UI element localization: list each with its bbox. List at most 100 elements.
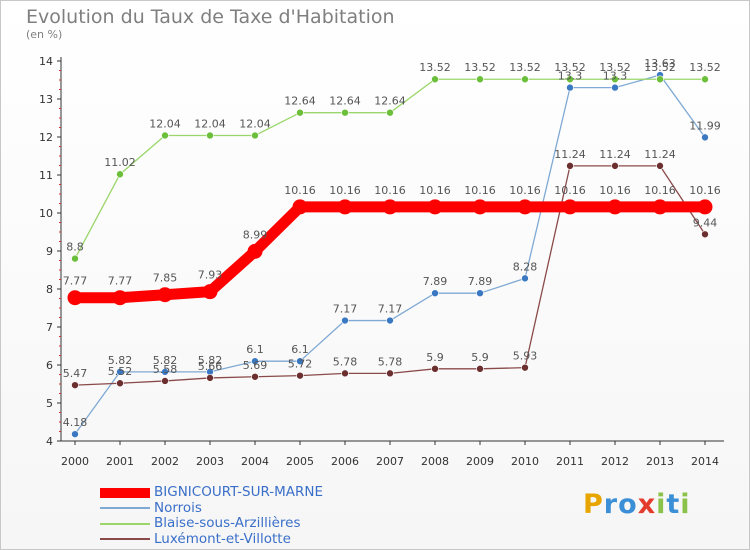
data-point-lux-mont-et-villotte xyxy=(206,374,214,382)
data-point-lux-mont-et-villotte xyxy=(566,162,574,170)
x-tick-label: 2013 xyxy=(646,455,674,468)
data-label-blaise-sous-arzilli-res: 13.52 xyxy=(689,61,721,74)
data-point-bignicourt-sur-marne xyxy=(697,199,713,215)
data-label-bignicourt-sur-marne: 7.93 xyxy=(198,269,223,282)
data-label-norrois: 5.82 xyxy=(153,354,178,367)
data-label-lux-mont-et-villotte: 5.72 xyxy=(288,358,313,371)
data-point-lux-mont-et-villotte xyxy=(656,162,664,170)
data-label-bignicourt-sur-marne: 7.77 xyxy=(63,275,88,288)
data-point-blaise-sous-arzilli-res xyxy=(566,75,574,84)
chart-title: Evolution du Taux de Taxe d'Habitation xyxy=(26,6,395,28)
data-point-bignicourt-sur-marne xyxy=(562,199,578,215)
legend-swatch xyxy=(100,538,150,541)
data-point-lux-mont-et-villotte xyxy=(431,364,439,373)
chart-subtitle: (en %) xyxy=(26,28,63,41)
data-point-lux-mont-et-villotte xyxy=(521,363,529,372)
data-point-blaise-sous-arzilli-res xyxy=(521,75,529,84)
data-point-blaise-sous-arzilli-res xyxy=(251,131,259,140)
data-point-blaise-sous-arzilli-res xyxy=(656,75,664,84)
data-label-bignicourt-sur-marne: 10.16 xyxy=(509,184,541,197)
legend-label: Blaise-sous-Arzillières xyxy=(154,515,301,531)
data-point-lux-mont-et-villotte xyxy=(71,381,79,389)
data-label-lux-mont-et-villotte: 5.9 xyxy=(426,351,444,364)
data-label-norrois: 6.1 xyxy=(291,343,309,356)
y-tick-label: 4 xyxy=(46,435,53,448)
data-label-lux-mont-et-villotte: 5.78 xyxy=(333,355,358,368)
data-label-bignicourt-sur-marne: 10.16 xyxy=(284,184,316,197)
data-point-lux-mont-et-villotte xyxy=(611,162,619,170)
x-tick-label: 2006 xyxy=(331,455,359,468)
logo-letter: r xyxy=(603,489,619,520)
legend-label: Luxémont-et-Villotte xyxy=(154,530,291,547)
data-point-lux-mont-et-villotte xyxy=(476,364,484,373)
x-tick-label: 2000 xyxy=(61,455,89,468)
data-label-lux-mont-et-villotte: 5.58 xyxy=(153,363,178,376)
data-label-blaise-sous-arzilli-res: 12.04 xyxy=(194,117,226,130)
data-label-norrois: 5.82 xyxy=(108,354,133,367)
data-label-norrois: 13.3 xyxy=(558,70,583,83)
data-point-blaise-sous-arzilli-res xyxy=(116,170,124,179)
data-label-lux-mont-et-villotte: 5.9 xyxy=(471,351,489,364)
data-label-bignicourt-sur-marne: 10.16 xyxy=(689,184,721,197)
data-label-bignicourt-sur-marne: 10.16 xyxy=(464,184,496,197)
data-label-blaise-sous-arzilli-res: 13.52 xyxy=(554,61,586,74)
x-tick-label: 2012 xyxy=(601,455,629,468)
data-point-bignicourt-sur-marne xyxy=(202,284,218,300)
data-label-bignicourt-sur-marne: 7.85 xyxy=(153,272,178,285)
data-label-lux-mont-et-villotte: 9.44 xyxy=(693,216,718,229)
data-label-norrois: 7.17 xyxy=(333,303,358,316)
data-label-norrois: 7.89 xyxy=(423,275,448,288)
data-point-bignicourt-sur-marne xyxy=(157,287,173,303)
data-label-norrois: 7.17 xyxy=(378,303,403,316)
y-tick-label: 8 xyxy=(46,283,53,296)
data-label-lux-mont-et-villotte: 5.47 xyxy=(63,367,88,380)
data-point-lux-mont-et-villotte xyxy=(701,230,709,239)
x-tick-label: 2002 xyxy=(151,455,179,468)
data-label-blaise-sous-arzilli-res: 12.64 xyxy=(284,95,316,108)
data-point-norrois xyxy=(161,368,169,376)
data-point-norrois xyxy=(431,289,439,297)
data-point-norrois xyxy=(251,357,259,366)
x-tick-label: 2005 xyxy=(286,455,314,468)
data-label-blaise-sous-arzilli-res: 12.04 xyxy=(239,117,271,130)
data-point-blaise-sous-arzilli-res xyxy=(386,108,394,117)
data-point-norrois xyxy=(476,289,484,297)
data-point-blaise-sous-arzilli-res xyxy=(161,131,169,140)
data-point-norrois xyxy=(611,83,619,92)
data-label-blaise-sous-arzilli-res: 11.02 xyxy=(104,156,136,169)
logo-letter: t xyxy=(666,489,681,520)
legend-label: Norrois xyxy=(154,499,202,516)
data-label-blaise-sous-arzilli-res: 13.52 xyxy=(419,61,451,74)
x-tick-label: 2009 xyxy=(466,455,494,468)
x-tick-label: 2001 xyxy=(106,455,134,468)
data-label-blaise-sous-arzilli-res: 13.52 xyxy=(464,61,496,74)
y-tick-label: 11 xyxy=(39,169,53,182)
data-label-blaise-sous-arzilli-res: 13.52 xyxy=(644,61,676,74)
data-label-lux-mont-et-villotte: 11.24 xyxy=(554,148,586,161)
y-tick-label: 5 xyxy=(46,397,53,410)
data-point-lux-mont-et-villotte xyxy=(161,377,169,385)
data-point-norrois xyxy=(386,316,394,325)
x-tick-label: 2010 xyxy=(511,455,539,468)
proxiti-logo: Proxiti xyxy=(583,489,691,520)
line-chart: 4 5 6 7 8 9 10 11 12 13 14 2000 2001 2002 2003 2004 2005… xyxy=(39,55,724,468)
logo-letter: i xyxy=(680,489,691,520)
y-tick-label: 9 xyxy=(46,245,53,258)
data-point-norrois xyxy=(296,357,304,366)
data-label-blaise-sous-arzilli-res: 13.52 xyxy=(509,61,541,74)
data-point-blaise-sous-arzilli-res xyxy=(701,75,709,84)
data-label-bignicourt-sur-marne: 10.16 xyxy=(329,184,361,197)
data-label-bignicourt-sur-marne: 10.16 xyxy=(419,184,451,197)
data-point-bignicourt-sur-marne xyxy=(247,243,263,259)
y-tick-label: 6 xyxy=(46,359,53,372)
logo-letter: P xyxy=(583,489,604,520)
data-label-norrois: 13.63 xyxy=(644,57,676,70)
data-point-norrois xyxy=(521,274,529,283)
data-point-bignicourt-sur-marne xyxy=(67,290,83,306)
x-tick-label: 2003 xyxy=(196,455,224,468)
data-label-norrois: 8.28 xyxy=(513,260,538,273)
data-point-bignicourt-sur-marne xyxy=(382,199,398,215)
data-label-lux-mont-et-villotte: 5.66 xyxy=(198,360,223,373)
data-label-blaise-sous-arzilli-res: 12.64 xyxy=(329,95,361,108)
data-label-bignicourt-sur-marne: 8.99 xyxy=(243,228,268,241)
